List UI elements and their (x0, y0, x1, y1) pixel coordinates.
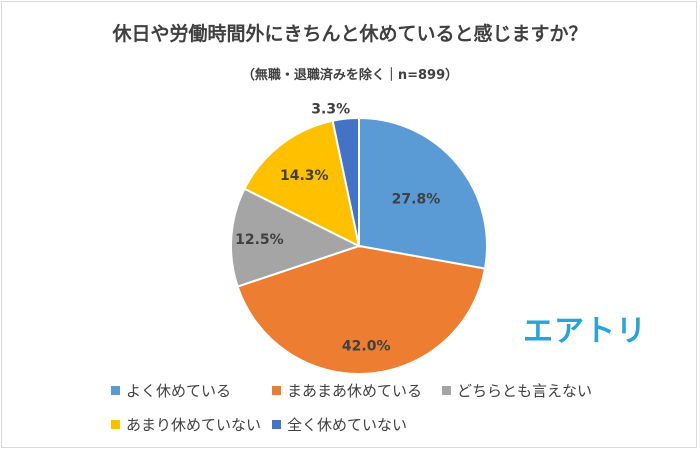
data-label-2: 42.0% (342, 339, 391, 355)
pie-slice-3 (230, 187, 362, 288)
data-label-1: 27.8% (392, 191, 441, 207)
legend-item-5: 全く休めていない (272, 414, 407, 435)
legend-label: あまり休めていない (126, 416, 262, 434)
data-label-5: 3.3% (311, 102, 350, 118)
legend-item-3: どちらとも言えない (442, 380, 592, 401)
legend-swatch (272, 386, 281, 395)
brand-logo: エアトリ (523, 314, 647, 349)
legend-swatch (272, 420, 281, 429)
legend-swatch (111, 386, 120, 395)
legend-label: 全く休めていない (287, 416, 408, 434)
legend-item-4: あまり休めていない (111, 414, 261, 435)
chart-title: 休日や労働時間外にきちんと休めていると感じますか？ (112, 23, 588, 45)
legend-label: まあまあ休めている (287, 382, 423, 400)
data-label-3: 12.5% (235, 232, 284, 248)
legend-label: よく休めている (126, 382, 232, 400)
pie-slice-4 (243, 119, 361, 248)
legend-label: どちらとも言えない (457, 382, 593, 400)
legend-item-2: まあまあ休めている (272, 380, 422, 401)
legend-swatch (442, 386, 451, 395)
pie-slice-5 (331, 116, 360, 247)
pie-slice-1 (358, 116, 488, 270)
chart-subtitle: （無職・退職済みを除く｜n=899） (241, 68, 459, 83)
legend-item-1: よく休めている (111, 380, 231, 401)
legend-swatch (111, 420, 120, 429)
pie-slice-2 (236, 244, 487, 375)
data-label-4: 14.3% (280, 168, 329, 184)
